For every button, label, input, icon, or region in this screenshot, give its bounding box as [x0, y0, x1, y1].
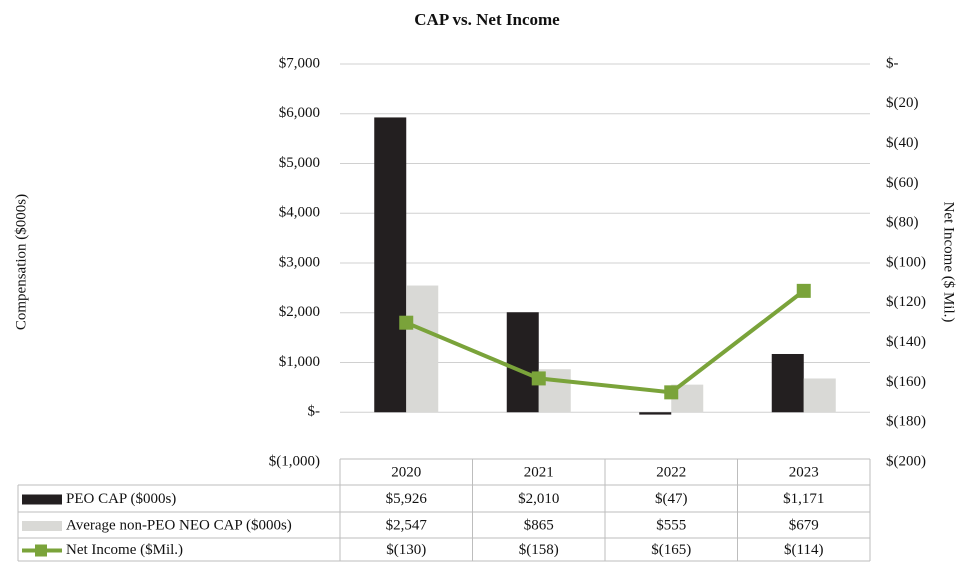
legend-swatch [22, 521, 62, 531]
x-tick-label: 2020 [391, 464, 421, 480]
y2-tick-label: $(140) [886, 334, 926, 350]
bar [406, 285, 439, 413]
legend-label: PEO CAP ($000s) [66, 491, 176, 507]
y-axis-label: Compensation ($000s) [13, 194, 29, 330]
line-marker [664, 385, 679, 400]
y2-axis-label: Net Income ($ Mil.) [941, 202, 957, 323]
bar [506, 312, 539, 413]
x-tick-label: 2022 [656, 464, 686, 480]
table-value: $(130) [386, 542, 426, 558]
table-value: $(165) [651, 542, 691, 558]
y2-tick-label: $- [886, 55, 899, 71]
line-marker [531, 371, 546, 386]
y-tick-label: $5,000 [279, 155, 320, 171]
y2-tick-label: $(200) [886, 453, 926, 469]
y-tick-label: $(1,000) [269, 453, 320, 469]
legend-swatch [35, 544, 47, 557]
table-value: $(47) [655, 491, 688, 507]
y-tick-label: $4,000 [279, 205, 320, 221]
line [405, 289, 805, 395]
y2-tick-label: $(60) [886, 175, 919, 191]
y-tick-label: $6,000 [279, 105, 320, 121]
table-value: $679 [789, 517, 819, 533]
table-value: $(158) [519, 542, 559, 558]
table-value: $865 [524, 517, 554, 533]
x-tick-label: 2021 [524, 464, 554, 480]
table-value: $2,547 [386, 517, 428, 533]
table-value: $5,926 [386, 491, 428, 507]
bar [803, 378, 836, 413]
legend-label: Net Income ($Mil.) [66, 542, 183, 558]
y-tick-label: $3,000 [279, 254, 320, 270]
y2-tick-label: $(80) [886, 215, 919, 231]
bar [639, 412, 672, 415]
table-value: $2,010 [518, 491, 559, 507]
y2-tick-label: $(100) [886, 254, 926, 270]
y-tick-label: $2,000 [279, 304, 320, 320]
y-tick-label: $1,000 [279, 354, 320, 370]
table-value: $555 [656, 517, 686, 533]
y2-tick-label: $(40) [886, 135, 919, 151]
line-marker [796, 283, 811, 298]
table-value: $1,171 [783, 491, 824, 507]
legend-label: Average non-PEO NEO CAP ($000s) [66, 517, 292, 533]
x-tick-label: 2023 [789, 464, 819, 480]
chart-title: CAP vs. Net Income [414, 10, 560, 29]
bar [374, 117, 407, 413]
y2-tick-label: $(20) [886, 95, 919, 111]
line-marker [399, 315, 414, 330]
y2-tick-label: $(180) [886, 414, 926, 430]
bar [771, 353, 804, 413]
legend-swatch [22, 494, 62, 505]
y-tick-label: $- [308, 404, 321, 420]
y2-tick-label: $(160) [886, 374, 926, 390]
y2-tick-label: $(120) [886, 294, 926, 310]
y-tick-label: $7,000 [279, 55, 320, 71]
table-value: $(114) [784, 542, 823, 558]
